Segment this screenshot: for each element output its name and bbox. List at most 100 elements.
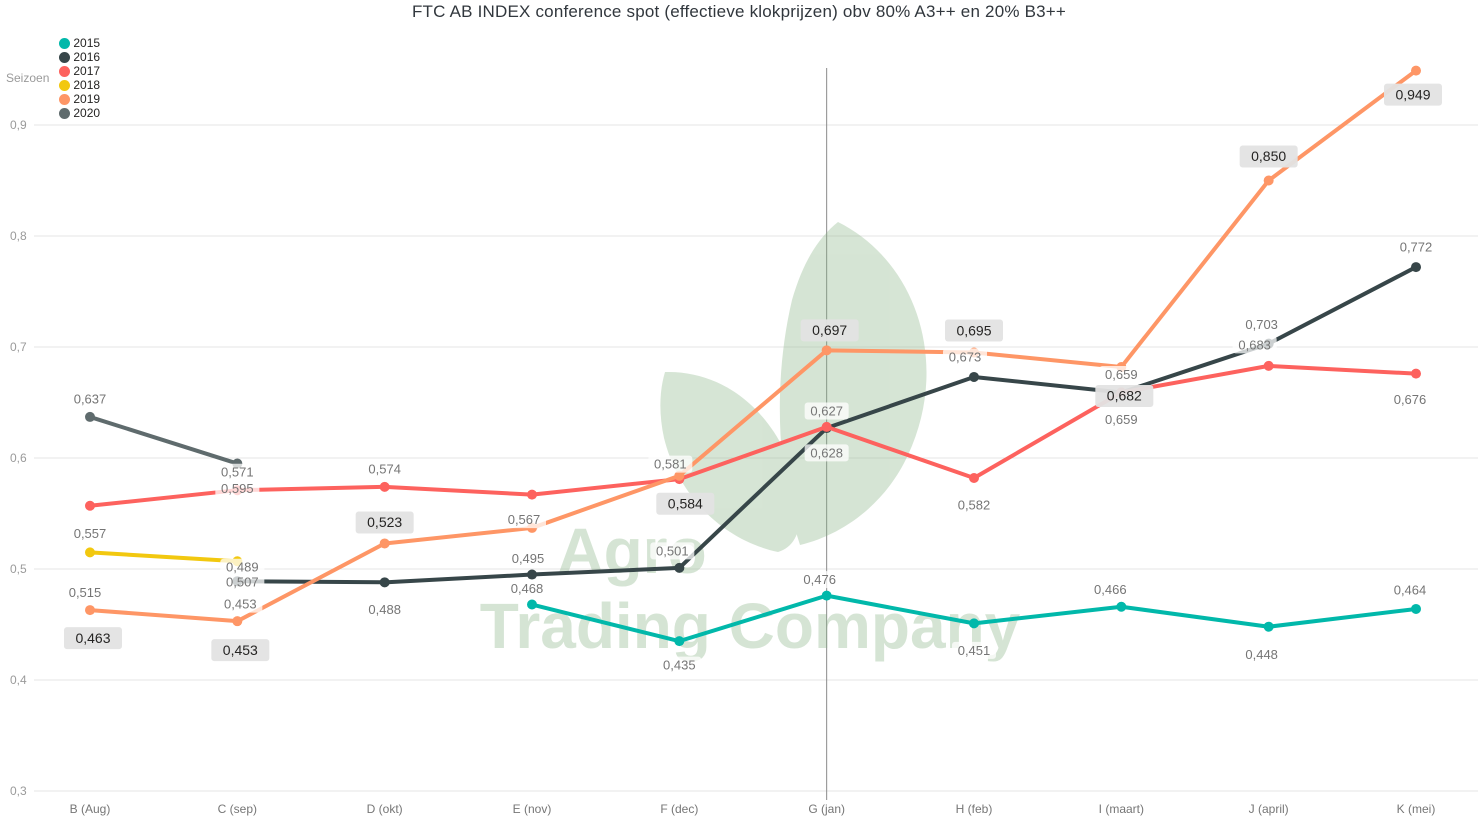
label-background-box [1239,145,1298,168]
data-label-2015-E: 0,468 [504,580,549,598]
data-point-2016-E[interactable] [526,569,537,580]
data-point-2017-K[interactable] [1410,368,1421,379]
y-axis-label: 0,5 [10,562,27,576]
data-point-2020-B[interactable] [85,411,95,422]
data-point-2018-B[interactable] [85,547,95,558]
data-label-2018-B: 0,515 [63,583,107,601]
legend-label-2015: 2015 [73,36,101,50]
data-point-2019-K[interactable] [1410,65,1421,76]
legend-label-2019: 2019 [73,92,101,106]
data-label-2015-K: 0,464 [1387,581,1432,599]
data-point-2015-G[interactable] [821,590,832,601]
legend-item-2017[interactable]: 2017 [59,64,100,78]
data-point-2019-B[interactable] [85,605,95,616]
label-background [220,558,265,576]
series-2018 [85,547,243,567]
data-point-2016-H[interactable] [968,371,979,382]
series-line-2018[interactable] [89,550,238,564]
label-text: 0,584 [668,495,703,511]
legend-item-2016[interactable]: 2016 [59,50,100,64]
x-axis-label: K (mei) [1397,802,1436,816]
x-axis-label: G (jan) [808,802,845,816]
legend-label-2018: 2018 [73,78,101,92]
data-point-2019-D[interactable] [379,538,390,549]
label-background [951,496,996,514]
label-text: 0,453 [224,597,257,612]
data-label-2017-G: 0,628 [804,444,849,462]
label-background [797,571,842,589]
x-axis-label: F (dec) [660,802,698,816]
series-line-2019[interactable] [89,69,1418,624]
label-background [68,390,112,408]
data-point-2019-C[interactable] [232,616,243,627]
label-background [648,455,693,473]
series-2015 [526,590,1421,647]
legend-item-2018[interactable]: 2018 [59,78,100,92]
data-point-2015-F[interactable] [674,636,685,647]
legend-label-2016: 2016 [73,50,101,64]
data-point-2015-J[interactable] [1263,621,1274,632]
data-point-2016-F[interactable] [674,562,685,573]
data-label-2017-K: 0,676 [1387,391,1432,409]
data-point-2017-H[interactable] [968,472,979,483]
data-label-2017-D: 0,574 [362,460,407,478]
data-point-2019-F[interactable] [674,470,685,481]
data-point-2016-D[interactable] [379,577,390,588]
data-label-2017-B: 0,557 [68,525,112,543]
data-point-2017-E[interactable] [526,489,537,500]
label-background [63,583,107,601]
data-point-2019-J[interactable] [1263,175,1274,186]
data-label-2018-C: 0,507 [220,573,265,591]
label-text: 0,581 [654,457,687,472]
y-axis-label: 0,7 [10,340,27,354]
data-point-2015-E[interactable] [526,599,537,610]
label-text: 0,489 [226,560,259,575]
label-text: 0,659 [1105,367,1138,382]
label-background [650,542,695,560]
data-point-2017-D[interactable] [379,481,390,492]
label-text: 0,435 [663,658,696,673]
label-background [1387,581,1432,599]
label-background [504,580,549,598]
data-label-2019-F: 0,584 [656,492,715,515]
label-text: 0,567 [508,512,541,527]
legend-items: 2015 2016 2017 2018 2019 2020 [59,36,106,120]
data-point-2017-J[interactable] [1263,360,1274,371]
label-text: 0,571 [221,465,254,480]
legend-item-2020[interactable]: 2020 [59,106,100,120]
label-background [1393,238,1438,256]
legend: Seizoen 2015 2016 2017 2018 2019 2020 [6,36,106,120]
legend-item-2019[interactable]: 2019 [59,92,100,106]
label-background [657,656,702,674]
y-axis-label: 0,4 [10,673,27,687]
data-point-2015-K[interactable] [1410,603,1421,614]
data-point-2019-G[interactable] [821,345,832,356]
data-point-2016-K[interactable] [1410,262,1421,273]
data-label-2019-C: 0,453 [218,595,263,613]
data-label-2015-F: 0,435 [657,656,702,674]
label-background [215,463,260,481]
x-axis-label: I (maart) [1099,802,1144,816]
data-point-2015-H[interactable] [968,618,979,629]
legend-item-2015[interactable]: 2015 [59,36,100,50]
y-axis-label: 0,8 [10,229,27,243]
y-axis-label: 0,9 [10,118,27,132]
label-text: 0,683 [1238,337,1271,352]
data-point-2017-G[interactable] [821,421,832,432]
legend-dot-2018 [59,79,71,91]
series-line-2020[interactable] [89,415,238,466]
label-text: 0,676 [1394,392,1427,407]
label-background [1232,336,1277,354]
label-background [804,444,849,462]
data-point-2015-I[interactable] [1116,601,1127,612]
label-background [804,402,849,420]
y-axis-label: 0,6 [10,451,27,465]
label-text: 0,476 [803,572,836,587]
data-point-2017-B[interactable] [85,500,95,511]
label-text: 0,772 [1400,240,1433,255]
watermark-text: Trading Company [480,590,1021,662]
data-label-2016-K: 0,772 [1393,238,1438,256]
series-line-2017[interactable] [89,363,1417,508]
x-axis-label: C (sep) [218,802,257,816]
